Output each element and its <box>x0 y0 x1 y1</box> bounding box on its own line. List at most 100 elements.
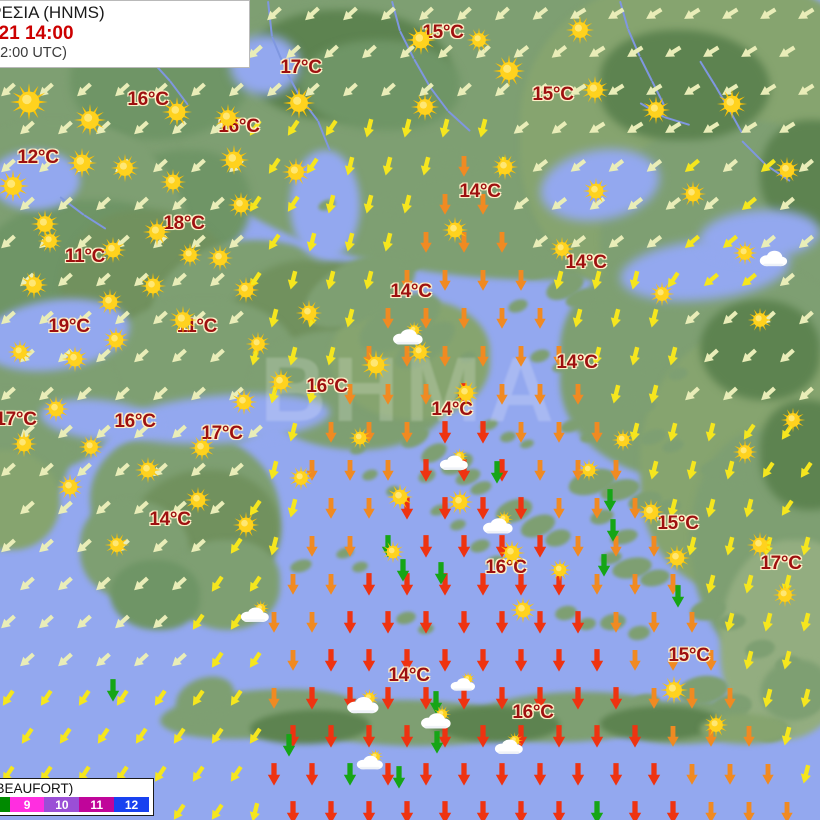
sun-icon <box>159 168 187 196</box>
wind-arrow <box>438 345 452 368</box>
wind-arrow <box>628 573 642 596</box>
legend-title: Winds in BEAUFORT) <box>0 781 149 796</box>
wind-arrow <box>665 800 681 820</box>
wind-arrow <box>666 725 680 748</box>
sun-icon <box>637 498 665 526</box>
sun-icon <box>42 395 70 423</box>
sun-icon <box>580 75 610 105</box>
wind-arrow <box>589 800 605 820</box>
wind-arrow <box>723 763 737 786</box>
sun-icon <box>37 228 63 254</box>
sun-icon <box>659 675 689 705</box>
sun-icon <box>549 236 575 262</box>
sun-icon <box>348 426 372 450</box>
wind-arrow <box>418 762 434 787</box>
sun-icon <box>773 156 801 184</box>
wind-arrow <box>532 534 548 559</box>
wind-arrow <box>513 572 529 597</box>
sun-icon <box>360 349 392 381</box>
wind-arrow <box>305 611 319 634</box>
sun-icon <box>73 103 107 137</box>
wind-arrow <box>589 648 605 673</box>
legend-segment-12: 12 <box>114 797 149 812</box>
wind-arrow <box>343 535 357 558</box>
wind-arrow <box>476 269 490 292</box>
wind-arrow <box>323 648 339 673</box>
header-organisation: ΛΟΓΙΚΗ ΥΠΗΡΕΣΙΑ (HNMS) <box>0 3 241 23</box>
wind-arrow <box>780 801 794 820</box>
sun-icon <box>452 379 480 407</box>
sun-icon <box>134 456 162 484</box>
wind-arrow-green <box>429 730 445 755</box>
cloud-icon <box>758 248 788 268</box>
sun-behind-cloud-icon <box>239 599 271 625</box>
wind-arrow <box>361 800 377 820</box>
wind-arrow <box>476 345 490 368</box>
wind-arrow <box>437 420 453 445</box>
wind-arrow <box>551 724 567 749</box>
sun-icon <box>188 434 216 462</box>
wind-arrow <box>494 686 510 711</box>
wind-arrow <box>532 686 548 711</box>
wind-arrow <box>627 800 643 820</box>
wind-arrow <box>419 383 433 406</box>
wind-arrow <box>361 648 377 673</box>
sun-icon <box>96 288 124 316</box>
wind-arrow <box>627 724 643 749</box>
sun-icon <box>281 157 311 187</box>
sun-behind-cloud-icon <box>481 509 515 537</box>
wind-arrow <box>513 648 529 673</box>
sun-icon <box>732 439 758 465</box>
wind-arrow <box>418 534 434 559</box>
wind-arrow <box>456 762 472 787</box>
wind-arrow <box>571 535 585 558</box>
sun-icon <box>703 712 729 738</box>
wind-arrow <box>570 610 586 635</box>
sun-icon <box>7 339 33 365</box>
header-utc-time: day 03.03.2021 12:00 UTC) <box>0 45 241 62</box>
wind-arrow <box>495 307 509 330</box>
sun-icon <box>716 88 748 120</box>
wind-arrow <box>685 763 699 786</box>
wind-arrow <box>551 800 567 820</box>
sun-icon <box>230 388 258 416</box>
wind-arrow <box>609 459 623 482</box>
wind-arrow-green <box>670 584 686 609</box>
wind-arrow <box>533 307 547 330</box>
sun-icon <box>232 511 260 539</box>
wind-arrow <box>286 649 300 672</box>
wind-arrow <box>647 535 661 558</box>
wind-arrow <box>589 724 605 749</box>
wind-arrow <box>704 801 718 820</box>
wind-arrow <box>304 762 320 787</box>
sun-behind-cloud-icon <box>345 687 381 717</box>
sun-icon <box>9 82 49 122</box>
sun-icon <box>102 326 130 354</box>
sun-icon <box>245 331 271 357</box>
sun-behind-cloud-icon <box>419 704 453 732</box>
legend-segment-8: 8 <box>0 797 10 812</box>
wind-arrow <box>647 611 661 634</box>
wind-arrow-green <box>596 553 612 578</box>
sun-behind-cloud-icon <box>355 748 385 773</box>
sun-icon <box>139 272 167 300</box>
wind-arrow-green <box>602 488 618 513</box>
sun-icon <box>295 299 323 327</box>
legend-color-strip: 789101112 <box>0 797 149 812</box>
sun-icon <box>56 473 84 501</box>
sun-icon <box>232 276 260 304</box>
wind-arrow <box>342 610 358 635</box>
sun-icon <box>405 24 437 56</box>
sun-icon <box>780 407 806 433</box>
wind-arrow <box>533 383 547 406</box>
sun-icon <box>213 103 243 133</box>
wind-arrow <box>704 649 718 672</box>
wind-arrow <box>381 459 395 482</box>
wind-arrow <box>513 800 529 820</box>
wind-arrow <box>742 725 756 748</box>
wind-arrow <box>742 801 756 820</box>
wind-arrow <box>324 421 338 444</box>
wind-arrow <box>475 648 491 673</box>
sun-icon <box>577 458 601 482</box>
wind-arrow <box>400 421 414 444</box>
